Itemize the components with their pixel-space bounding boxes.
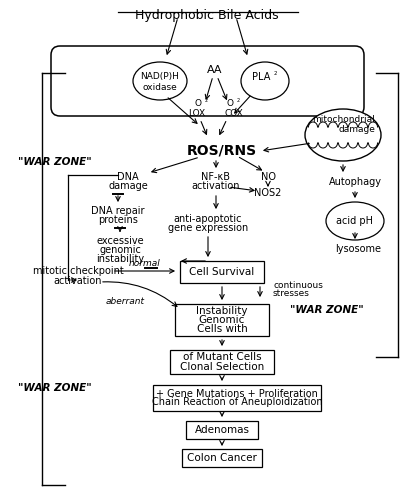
Text: mitotic checkpoint: mitotic checkpoint: [33, 266, 123, 276]
Text: Cells with: Cells with: [197, 324, 247, 334]
Text: Genomic: Genomic: [199, 315, 245, 325]
Text: ROS/RNS: ROS/RNS: [187, 144, 257, 158]
Text: Clonal Selection: Clonal Selection: [180, 362, 264, 372]
Text: Cell Survival: Cell Survival: [190, 267, 255, 277]
Text: activation: activation: [54, 276, 102, 286]
Text: instability: instability: [96, 254, 144, 264]
Text: NF-κB: NF-κB: [202, 172, 230, 182]
Bar: [180, 261, 264, 283]
Text: "WAR ZONE": "WAR ZONE": [290, 305, 363, 315]
Text: PLA: PLA: [252, 72, 270, 82]
Text: genomic: genomic: [99, 245, 141, 255]
Text: acid pH: acid pH: [337, 216, 373, 226]
Ellipse shape: [305, 109, 381, 161]
Text: $_2$: $_2$: [204, 97, 209, 106]
Text: NOS2: NOS2: [254, 188, 282, 198]
Text: excessive: excessive: [96, 236, 144, 246]
Text: + Gene Mutations + Proliferation: + Gene Mutations + Proliferation: [156, 389, 318, 399]
Text: gene expression: gene expression: [168, 223, 248, 233]
Text: "WAR ZONE": "WAR ZONE": [18, 383, 92, 393]
Text: Autophagy: Autophagy: [328, 177, 382, 187]
Text: proteins: proteins: [98, 215, 138, 225]
Text: stresses: stresses: [273, 290, 310, 298]
Text: $_2$: $_2$: [273, 70, 278, 78]
Ellipse shape: [241, 62, 289, 100]
Text: continuous: continuous: [273, 280, 323, 289]
Text: $_2$: $_2$: [236, 97, 241, 106]
Text: normal: normal: [129, 260, 161, 268]
Text: Colon Cancer: Colon Cancer: [187, 453, 257, 463]
Text: anti-apoptotic: anti-apoptotic: [174, 214, 242, 224]
Text: O: O: [195, 100, 202, 108]
Text: mitochondrial: mitochondrial: [312, 116, 375, 124]
Text: damage: damage: [108, 181, 148, 191]
Bar: [182, 449, 262, 467]
Text: NAD(P)H: NAD(P)H: [140, 72, 179, 82]
Text: Chain Reaction of Aneuploidization: Chain Reaction of Aneuploidization: [152, 397, 322, 407]
Text: aberrant: aberrant: [105, 298, 145, 306]
Text: LOX: LOX: [188, 108, 206, 118]
Text: Instability: Instability: [196, 306, 248, 316]
Text: activation: activation: [192, 181, 240, 191]
Text: DNA repair: DNA repair: [91, 206, 145, 216]
Text: of Mutant Cells: of Mutant Cells: [183, 352, 261, 362]
Text: Hydrophobic Bile Acids: Hydrophobic Bile Acids: [135, 9, 279, 22]
Text: DNA: DNA: [117, 172, 139, 182]
Bar: [170, 350, 274, 374]
Text: O: O: [226, 100, 233, 108]
Text: Adenomas: Adenomas: [195, 425, 249, 435]
Bar: [175, 304, 269, 336]
Text: oxidase: oxidase: [142, 82, 177, 92]
Text: "WAR ZONE": "WAR ZONE": [18, 157, 92, 167]
Text: damage: damage: [338, 124, 375, 134]
Text: lysosome: lysosome: [335, 244, 381, 254]
Text: AA: AA: [207, 65, 223, 75]
Text: COX: COX: [225, 108, 243, 118]
Bar: [153, 385, 321, 411]
Ellipse shape: [326, 202, 384, 240]
Text: NO: NO: [261, 172, 275, 182]
Bar: [186, 421, 258, 439]
Ellipse shape: [133, 62, 187, 100]
